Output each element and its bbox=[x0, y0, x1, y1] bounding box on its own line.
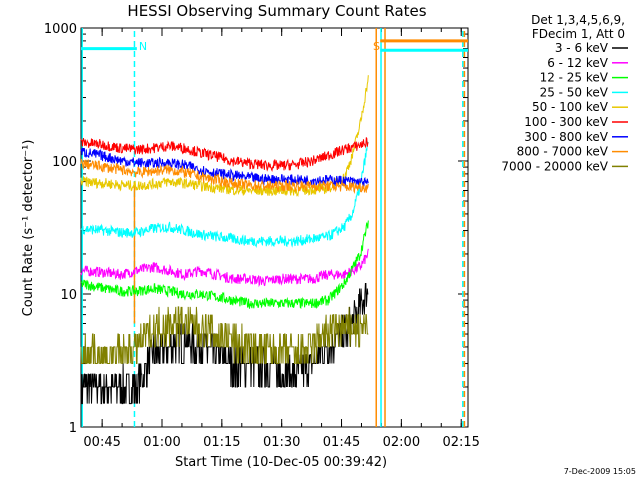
legend-label-2: 12 - 25 keV bbox=[540, 71, 609, 85]
x-tick-label: 01:30 bbox=[263, 435, 300, 450]
y-tick-label: 1 bbox=[69, 421, 77, 436]
legend-label-7: 800 - 7000 keV bbox=[517, 145, 609, 159]
x-tick-label: 02:00 bbox=[383, 435, 420, 450]
legend-label-1: 6 - 12 keV bbox=[547, 56, 609, 70]
y-tick-label: 10 bbox=[60, 288, 77, 303]
x-axis-label: Start Time (10-Dec-05 00:39:42) bbox=[175, 455, 387, 470]
legend-header-0: Det 1,3,4,5,6,9, bbox=[531, 13, 625, 27]
vertical-markers bbox=[81, 28, 466, 427]
series-line-5 bbox=[80, 137, 369, 173]
legend-label-6: 300 - 800 keV bbox=[524, 130, 608, 144]
series-line-1 bbox=[80, 248, 369, 288]
flag-label-1: S bbox=[373, 40, 380, 53]
x-tick-label: 02:15 bbox=[442, 435, 479, 450]
timestamp: 7-Dec-2009 15:05 bbox=[564, 467, 636, 476]
legend: Det 1,3,4,5,6,9,FDecim 1, Att 03 - 6 keV… bbox=[501, 13, 628, 173]
legend-label-3: 25 - 50 keV bbox=[540, 85, 609, 99]
series-lines bbox=[80, 75, 369, 405]
x-tick-label: 01:15 bbox=[203, 435, 240, 450]
series-line-6 bbox=[80, 147, 369, 188]
y-tick-label: 100 bbox=[52, 155, 77, 170]
series-line-4 bbox=[80, 75, 369, 198]
series-line-3 bbox=[80, 141, 369, 248]
flag-label-0: N bbox=[139, 40, 147, 53]
series-line-2 bbox=[80, 220, 369, 310]
legend-label-8: 7000 - 20000 keV bbox=[501, 159, 608, 173]
legend-label-0: 3 - 6 keV bbox=[555, 41, 609, 55]
x-tick-label: 01:45 bbox=[323, 435, 360, 450]
flag-bars bbox=[81, 39, 468, 52]
x-tick-label: 01:00 bbox=[143, 435, 180, 450]
chart-title: HESSI Observing Summary Count Rates bbox=[127, 2, 426, 20]
legend-header-1: FDecim 1, Att 0 bbox=[532, 27, 625, 41]
x-axis: 00:45 01:00 01:15 01:30 01:45 02:00 02:15 bbox=[81, 28, 480, 450]
legend-label-4: 50 - 100 keV bbox=[532, 100, 609, 114]
series-line-7 bbox=[80, 158, 369, 194]
series-line-8 bbox=[80, 306, 369, 364]
legend-label-5: 100 - 300 keV bbox=[524, 115, 608, 129]
x-tick-label: 00:45 bbox=[83, 435, 120, 450]
plot-frame bbox=[80, 27, 469, 428]
plot-area: 00:45 01:00 01:15 01:30 01:45 02:00 02:15 1 10 1… bbox=[44, 22, 480, 450]
y-tick-label: 1000 bbox=[44, 22, 77, 37]
y-axis-label: Count Rate (s⁻¹ detector⁻¹) bbox=[21, 140, 36, 317]
